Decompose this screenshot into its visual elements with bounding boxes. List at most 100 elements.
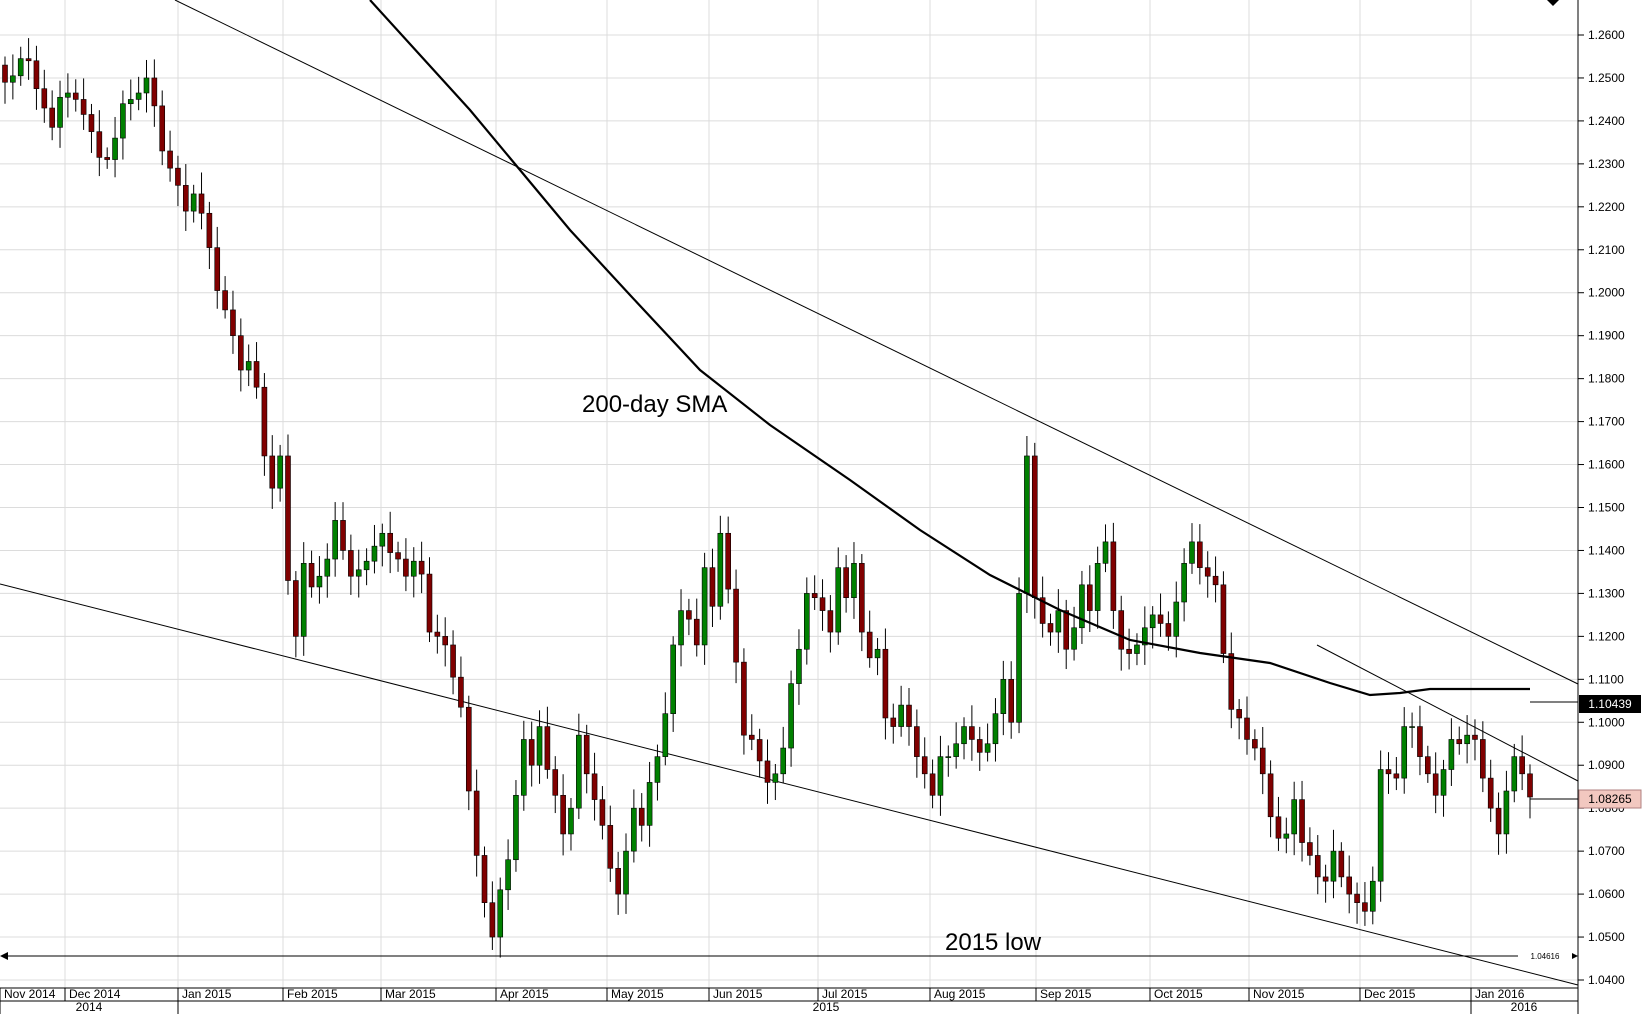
candle-body: [403, 558, 409, 577]
candle: [1369, 866, 1376, 925]
candle-body: [1519, 756, 1525, 775]
candle: [866, 610, 873, 668]
candle-body: [764, 760, 771, 783]
candle: [269, 435, 276, 509]
candle-body: [646, 782, 653, 826]
candle: [1220, 571, 1227, 664]
candle-body: [72, 92, 79, 100]
candle-body: [340, 520, 346, 551]
candle-body: [576, 734, 582, 809]
candle-body: [230, 309, 236, 336]
candle-body: [709, 567, 716, 607]
candle-body: [528, 739, 535, 766]
candle-body: [1464, 734, 1470, 745]
candle: [481, 846, 488, 918]
candle: [1173, 581, 1180, 658]
candle: [230, 290, 236, 354]
candle: [536, 710, 543, 784]
sma-line: [369, 0, 1530, 697]
candle: [1157, 593, 1164, 637]
candle: [1008, 661, 1014, 739]
candle: [1126, 628, 1132, 670]
candle: [41, 69, 48, 123]
x-tick-label: Jan 2015: [182, 987, 232, 1001]
candle: [387, 511, 393, 574]
candle-body: [961, 726, 967, 745]
candle-body: [1487, 777, 1494, 809]
candle: [403, 538, 409, 592]
candle: [953, 722, 959, 769]
candle: [654, 744, 661, 801]
candle-body: [969, 726, 975, 740]
candle-body: [167, 150, 173, 169]
candle-body: [796, 648, 802, 684]
candle: [591, 752, 598, 821]
candle-body: [1142, 627, 1148, 646]
candle: [198, 172, 205, 230]
candle-body: [544, 726, 551, 770]
candle: [1464, 715, 1470, 764]
candle-body: [182, 185, 189, 212]
candle: [929, 759, 936, 809]
candle-body: [1149, 614, 1156, 629]
candle: [843, 555, 849, 613]
candle: [772, 763, 779, 801]
x-tick-label: Aug 2015: [934, 987, 986, 1001]
candle-body: [914, 726, 920, 757]
year-label: 2016: [1511, 1000, 1538, 1014]
candle-body: [371, 545, 378, 562]
candle-body: [450, 644, 456, 678]
y-tick-label: 1.1400: [1588, 543, 1625, 557]
candle: [1511, 743, 1518, 803]
candle-body: [285, 455, 291, 581]
sma-path: [369, 0, 1530, 697]
candle-body: [481, 855, 488, 903]
candle-body: [1236, 709, 1242, 719]
candle: [780, 726, 787, 784]
candle-body: [1480, 739, 1486, 779]
candle: [458, 656, 464, 718]
y-tick-label: 1.1200: [1588, 629, 1625, 643]
candle: [1110, 522, 1117, 629]
y-tick-label: 1.1800: [1588, 372, 1625, 386]
candle: [363, 548, 370, 586]
candle-body: [1503, 790, 1510, 835]
y-tick-label: 1.2600: [1588, 28, 1625, 42]
candle-body: [505, 859, 511, 891]
candle: [505, 839, 511, 910]
candle-body: [88, 114, 95, 132]
candle-body: [245, 361, 252, 371]
candle-body: [135, 92, 142, 100]
candle-body: [1307, 842, 1313, 856]
candle-body: [395, 552, 401, 560]
candle: [1283, 817, 1290, 854]
candle-body: [1197, 541, 1203, 568]
candle-body: [654, 756, 661, 783]
candle: [489, 881, 496, 950]
candle: [159, 90, 166, 166]
y-tick-label: 1.2000: [1588, 286, 1625, 300]
candle: [1322, 864, 1329, 903]
candle-body: [1440, 769, 1447, 796]
candle-body: [1283, 833, 1290, 839]
candle: [976, 726, 983, 771]
y-tick-label: 1.1300: [1588, 586, 1625, 600]
candle: [528, 721, 535, 787]
candle-body: [859, 563, 865, 633]
candle: [10, 54, 16, 100]
candle: [1425, 745, 1431, 783]
candle: [662, 692, 669, 766]
candle-body: [1134, 644, 1140, 654]
x-axis: Nov 2014 Dec 2014 Jan 2015 Feb 2015 Mar 2015…: [0, 987, 1578, 1014]
candle-body: [1118, 610, 1125, 650]
candle-body: [772, 773, 779, 783]
candle-body: [1063, 610, 1070, 650]
candle: [914, 709, 920, 778]
candle-body: [1322, 876, 1329, 882]
candle-body: [104, 157, 110, 160]
low-price-tag: 1.04616: [1518, 950, 1572, 962]
candle-body: [465, 706, 472, 792]
candle-body: [293, 580, 299, 637]
candle-body: [143, 77, 150, 94]
candle-body: [1252, 739, 1258, 749]
